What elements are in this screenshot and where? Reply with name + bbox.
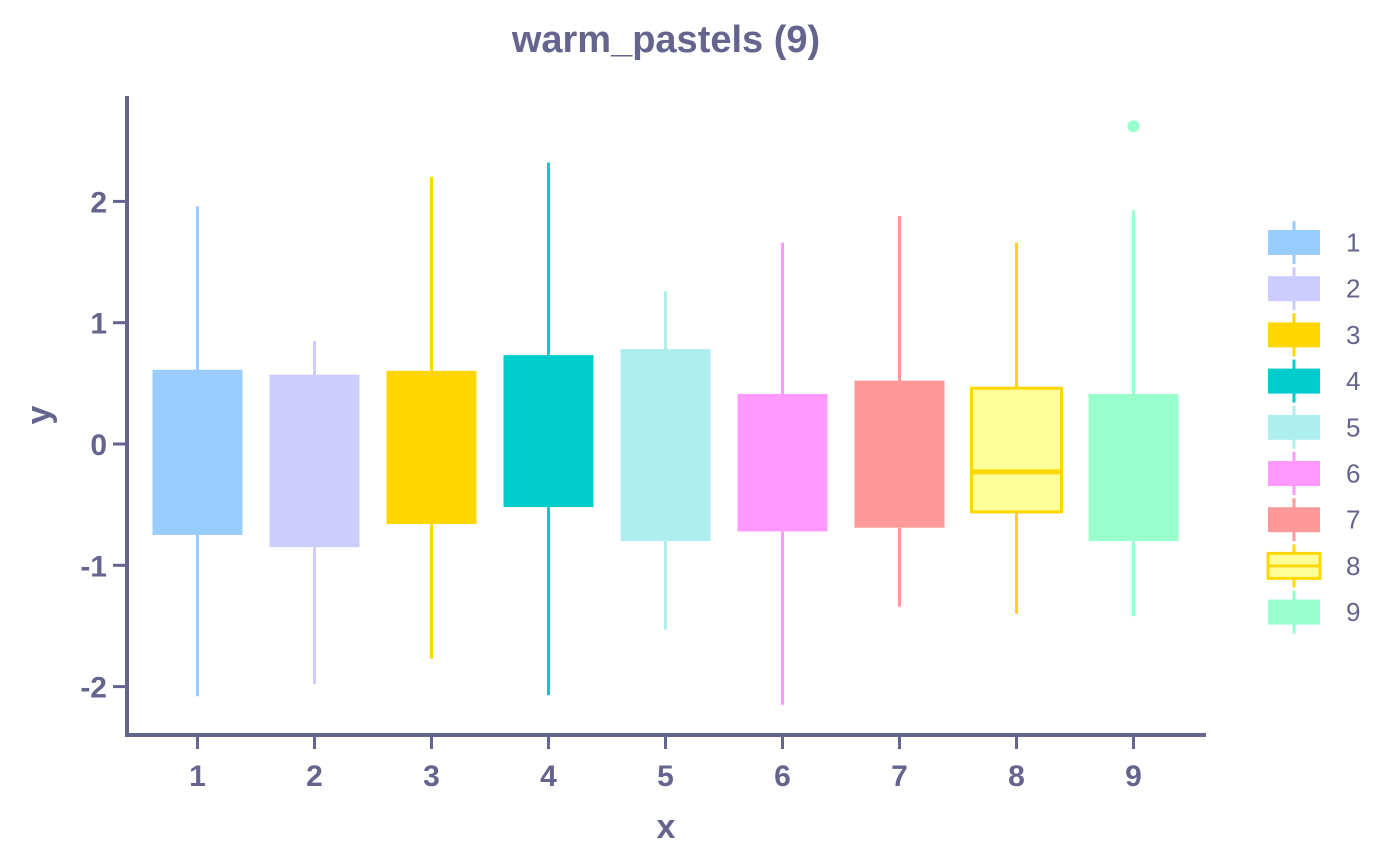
y-tick-label: 1 <box>90 308 107 341</box>
y-tick-label: 0 <box>90 429 107 462</box>
legend-label: 7 <box>1346 505 1360 535</box>
box <box>152 371 243 535</box>
legend-label: 3 <box>1346 320 1360 350</box>
legend-item-6: 6 <box>1268 452 1360 495</box>
box-series-3 <box>386 177 477 659</box>
plot-area <box>152 120 1179 705</box>
box-series-5 <box>620 291 711 630</box>
box <box>970 386 1063 514</box>
x-tick-label: 3 <box>423 760 440 793</box>
x-tick-label: 4 <box>540 760 557 793</box>
box <box>620 350 711 542</box>
legend-item-5: 5 <box>1268 405 1360 449</box>
x-tick-label: 9 <box>1125 760 1142 793</box>
box-series-1 <box>152 206 243 697</box>
x-tick-label: 8 <box>1008 760 1025 793</box>
box <box>269 376 360 548</box>
legend-item-1: 1 <box>1268 221 1360 264</box>
outlier-point <box>1127 120 1140 133</box>
x-axis-title: x <box>657 808 676 846</box>
legend: 1 2 3 4 5 6 7 8 9 <box>1266 221 1360 634</box>
box <box>737 395 828 532</box>
box <box>386 372 477 525</box>
x-tick-label: 1 <box>189 760 206 793</box>
legend-key <box>1268 507 1320 533</box>
legend-item-4: 4 <box>1268 359 1360 403</box>
box-series-7 <box>854 215 945 607</box>
legend-key <box>1268 368 1320 394</box>
legend-key <box>1268 461 1320 486</box>
y-axis-title: y <box>20 405 58 424</box>
y-tick-label: -2 <box>80 672 107 705</box>
legend-label: 8 <box>1346 551 1360 581</box>
axes: -2 -1 0 1 2 1 2 3 4 5 6 7 8 9 <box>80 96 1206 793</box>
box-series-4 <box>503 162 594 696</box>
box <box>854 382 945 528</box>
legend-label: 1 <box>1346 228 1360 258</box>
legend-item-3: 3 <box>1268 313 1360 357</box>
legend-label: 6 <box>1346 459 1360 489</box>
box-series-9 <box>1088 120 1179 617</box>
x-tick-label: 5 <box>657 760 674 793</box>
box-series-8 <box>970 242 1063 614</box>
legend-key <box>1268 322 1320 348</box>
x-tick-label: 6 <box>774 760 791 793</box>
legend-item-2: 2 <box>1268 267 1360 311</box>
box-series-2 <box>269 340 360 685</box>
legend-key <box>1268 414 1320 440</box>
legend-label: 5 <box>1346 412 1360 442</box>
legend-label: 2 <box>1346 274 1360 304</box>
legend-label: 4 <box>1346 366 1360 396</box>
legend-key <box>1268 599 1320 625</box>
legend-label: 9 <box>1346 597 1360 627</box>
x-tick-label: 7 <box>891 760 908 793</box>
legend-key <box>1268 276 1320 302</box>
y-tick-label: -1 <box>80 550 107 583</box>
chart-title: warm_pastels (9) <box>511 19 820 61</box>
legend-item-7: 7 <box>1268 498 1360 542</box>
legend-key <box>1268 230 1320 255</box>
legend-item-8: 8 <box>1266 544 1360 588</box>
box <box>1088 395 1179 542</box>
x-tick-label: 2 <box>306 760 323 793</box>
legend-item-9: 9 <box>1268 590 1360 634</box>
y-tick-label: 2 <box>90 186 107 219</box>
box-series-6 <box>737 242 828 705</box>
box <box>503 356 594 508</box>
